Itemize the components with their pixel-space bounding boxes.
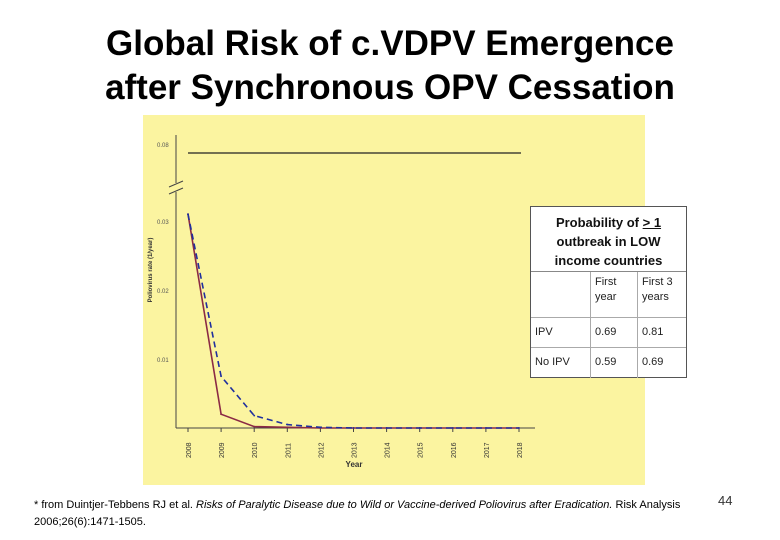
data-point — [352, 427, 355, 429]
x-axis-label: Year — [346, 460, 363, 469]
x-tick-label: 2008 — [186, 442, 193, 458]
x-tick-label: 2012 — [318, 442, 325, 458]
data-point — [418, 427, 421, 429]
data-point — [220, 375, 223, 378]
y-axis-label: Poliovirus rate (1/year) — [148, 238, 154, 303]
header-line-3: income countries — [554, 253, 663, 268]
x-tick-label: 2015 — [418, 442, 425, 458]
data-point — [451, 427, 454, 429]
slide-title: Global Risk of c.VDPV Emergence after Sy… — [0, 22, 780, 110]
y-tick-label: 0.01 — [157, 358, 169, 364]
row-label-no-ipv: No IPV — [531, 348, 591, 378]
data-point — [518, 427, 520, 429]
y-tick-label: 0.08 — [157, 143, 169, 149]
y-tick-label: 0.03 — [157, 220, 169, 226]
empty-cell — [531, 272, 591, 318]
data-point — [253, 414, 256, 417]
axis-break-mark-2 — [168, 187, 184, 195]
header-line-2: outbreak in LOW — [556, 234, 661, 249]
x-tick-label: 2011 — [285, 443, 292, 458]
slide-number: 44 — [718, 493, 733, 508]
cell-ipv-first-year: 0.69 — [591, 318, 638, 348]
header-ge: > 1 — [642, 215, 662, 230]
x-tick-label: 2013 — [352, 442, 359, 458]
footnote-suffix: Risk Analysis 2006;26(6):1471-1505. — [34, 499, 681, 528]
x-tick-label: 2016 — [451, 442, 458, 458]
cell-no-ipv-first-3-years: 0.69 — [642, 356, 664, 368]
data-point — [187, 213, 189, 216]
x-tick-label: 2018 — [517, 442, 524, 458]
footnote-prefix: * from Duintjer-Tebbens RJ et al. — [34, 499, 197, 511]
col-header-first-year: First year — [591, 272, 638, 318]
x-tick-label: 2010 — [252, 442, 259, 458]
x-tick-label: 2009 — [219, 442, 226, 458]
probability-table: Probability of > 1 outbreak in LOW incom… — [530, 206, 687, 378]
table-grid: First year First 3 years IPV 0.69 0.81 N… — [531, 272, 686, 378]
data-point — [319, 426, 322, 429]
axis-break-mark-1 — [168, 180, 184, 188]
title-line-2: after Synchronous OPV Cessation — [105, 68, 675, 107]
data-point — [220, 413, 223, 416]
x-tick-label: 2017 — [484, 442, 491, 458]
data-point — [485, 427, 487, 429]
data-point — [286, 423, 289, 426]
table-header: Probability of > 1 outbreak in LOW incom… — [531, 207, 686, 272]
title-line-1: Global Risk of c.VDPV Emergence — [106, 24, 674, 63]
header-line-1: Probability of — [555, 215, 643, 230]
y-tick-label: 0.02 — [157, 289, 169, 295]
data-point — [253, 425, 256, 428]
data-point — [286, 426, 289, 429]
cell-no-ipv-first-year: 0.59 — [591, 348, 638, 378]
footnote-italic: Risks of Paralytic Disease due to Wild o… — [196, 499, 613, 511]
row-label-ipv: IPV — [531, 318, 591, 348]
x-tick-label: 2014 — [385, 442, 392, 458]
footnote: * from Duintjer-Tebbens RJ et al. Risks … — [34, 497, 734, 531]
col-header-first-3-years: First 3 years — [638, 272, 686, 318]
data-point — [385, 427, 388, 429]
cell-ipv-first-3-years: 0.81 — [638, 318, 686, 348]
series-line-no-ipv — [187, 213, 519, 429]
